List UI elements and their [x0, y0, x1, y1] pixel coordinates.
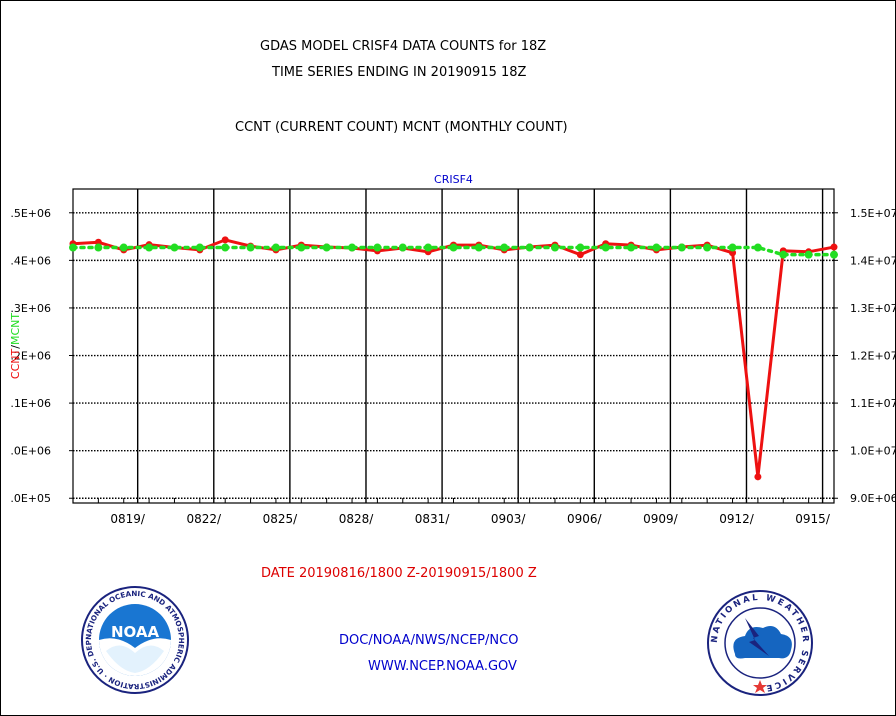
data-point-mcnt — [297, 243, 306, 252]
data-point-mcnt — [830, 250, 838, 259]
data-point-mcnt — [525, 243, 534, 252]
plot-area — [72, 188, 835, 504]
data-point-mcnt — [424, 243, 433, 252]
x-tick-label: 0912/ — [719, 512, 755, 526]
y-tick-label-left: .5E+06 — [10, 207, 51, 220]
data-point-mcnt — [94, 243, 103, 252]
y-tick-label-right: 1.5E+07 — [850, 207, 896, 220]
data-point-mcnt — [652, 243, 661, 252]
chart-title-line2: TIME SERIES ENDING IN 20190915 18Z — [272, 65, 527, 80]
data-point-mcnt — [576, 243, 585, 252]
x-tick-label: 0903/ — [491, 512, 527, 526]
data-point-mcnt — [728, 243, 737, 252]
data-point-mcnt — [271, 243, 280, 252]
data-point-mcnt — [500, 243, 509, 252]
data-point-mcnt — [373, 243, 382, 252]
data-point-mcnt — [170, 243, 179, 252]
data-point-mcnt — [449, 243, 458, 252]
data-point-mcnt — [195, 243, 204, 252]
time-series-chart: .0E+05 9.0E+06 .0E+06 1.0E+07 .1E+06 1.1E+07.… — [9, 173, 896, 526]
x-tick-label: 0906/ — [567, 512, 603, 526]
y-axis-label-mcnt: MCNT — [9, 313, 22, 345]
y-tick-label-left: .4E+06 — [10, 254, 51, 267]
y-axis-label-sep: / — [9, 345, 22, 349]
data-point-mcnt — [221, 243, 230, 252]
x-tick-label: 0822/ — [186, 512, 222, 526]
x-tick-label: 0909/ — [643, 512, 679, 526]
data-point-mcnt — [703, 243, 712, 252]
nws-logo: NATIONAL WEATHER SERVICE — [707, 590, 813, 696]
x-tick-label: 0819/ — [110, 512, 146, 526]
data-point-ccnt — [754, 473, 762, 481]
y-tick-label-right: 9.0E+06 — [850, 492, 896, 505]
y-axis-label: CCNT/MCNT — [9, 313, 22, 379]
data-point-mcnt — [677, 243, 686, 252]
data-point-mcnt — [322, 243, 331, 252]
footer-org-label: DOC/NOAA/NWS/NCEP/NCO — [339, 633, 519, 648]
y-tick-label-left: .0E+05 — [10, 492, 51, 505]
chart-title-line1: GDAS MODEL CRISF4 DATA COUNTS for 18Z — [260, 39, 547, 54]
panel-title: CRISF4 — [434, 173, 473, 186]
data-point-mcnt — [550, 243, 559, 252]
data-point-mcnt — [69, 243, 77, 252]
data-point-mcnt — [753, 243, 762, 252]
data-point-ccnt — [830, 243, 838, 251]
x-tick-label: 0915/ — [795, 512, 831, 526]
data-point-mcnt — [627, 243, 636, 252]
y-tick-label-left: .3E+06 — [10, 302, 51, 315]
chart-subtitle: CCNT (CURRENT COUNT) MCNT (MONTHLY COUNT… — [235, 120, 568, 135]
data-point-mcnt — [398, 243, 407, 252]
y-tick-label-right: 1.4E+07 — [850, 254, 896, 267]
y-tick-label-left: .2E+06 — [10, 350, 51, 363]
data-point-ccnt — [221, 236, 229, 244]
data-point-mcnt — [779, 250, 788, 259]
y-tick-label-right: 1.3E+07 — [850, 302, 896, 315]
x-tick-label: 0831/ — [415, 512, 451, 526]
data-point-mcnt — [145, 243, 154, 252]
data-point-mcnt — [246, 243, 255, 252]
y-tick-label-right: 1.0E+07 — [850, 445, 896, 458]
x-tick-label: 0828/ — [339, 512, 375, 526]
noaa-logo: NATIONAL OCEANIC AND ATMOSPHERIC ADMINIS… — [80, 585, 189, 694]
data-point-mcnt — [474, 243, 483, 252]
footer-url-link[interactable]: WWW.NCEP.NOAA.GOV — [368, 659, 517, 674]
y-tick-label-right: 1.1E+07 — [850, 397, 896, 410]
y-tick-label-left: .1E+06 — [10, 397, 51, 410]
data-point-mcnt — [804, 250, 813, 259]
data-point-mcnt — [601, 243, 610, 252]
y-tick-label-right: 1.2E+07 — [850, 350, 896, 363]
y-tick-label-left: .0E+06 — [10, 445, 51, 458]
data-point-ccnt — [576, 251, 584, 259]
date-range-label: DATE 20190816/1800 Z-20190915/1800 Z — [261, 566, 537, 581]
y-axis-label-ccnt: CCNT — [9, 348, 22, 379]
x-tick-label: 0825/ — [263, 512, 299, 526]
noaa-logo-text: NOAA — [111, 623, 160, 641]
data-point-mcnt — [348, 243, 357, 252]
data-point-mcnt — [119, 243, 128, 252]
